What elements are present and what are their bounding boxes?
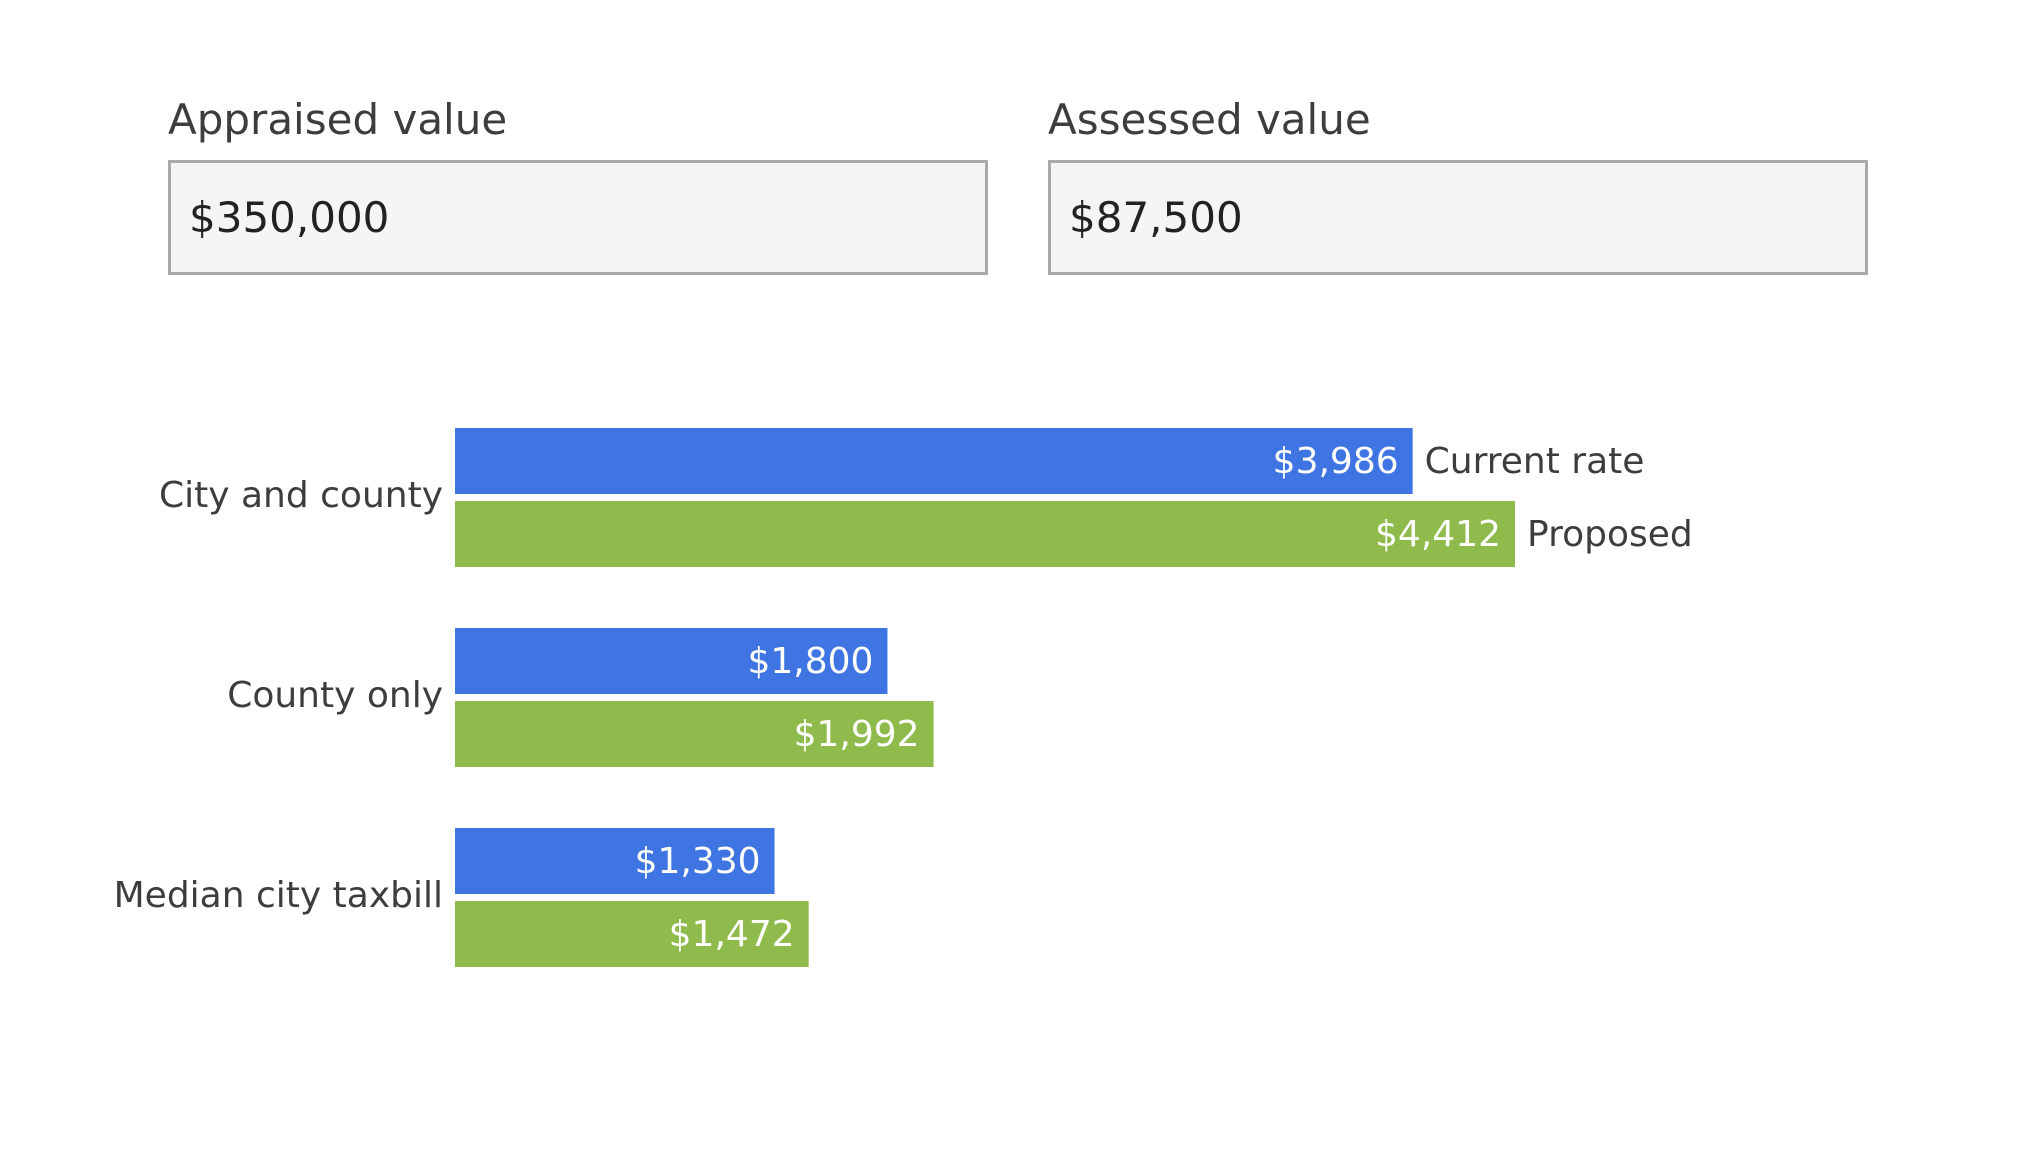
assessed-value-group: Assessed value [1048,88,1868,275]
bar-city-and-county-proposed [455,501,1515,567]
legend-proposed: Proposed [1527,514,1693,555]
bar-value-median-city-taxbill-0: $1,330 [635,841,761,882]
appraised-value-group: Appraised value [168,88,988,275]
bar-median-city-taxbill-proposed [455,901,809,967]
appraised-value-input[interactable] [168,160,988,275]
bar-county-only-proposed [455,701,934,767]
bar-value-median-city-taxbill-1: $1,472 [669,914,795,955]
bar-value-city-and-county-1: $4,412 [1375,514,1501,555]
category-label-median-city-taxbill: Median city taxbill [114,875,443,916]
assessed-value-input[interactable] [1048,160,1868,275]
bar-value-county-only-1: $1,992 [794,714,920,755]
legend-current-rate: Current rate [1425,441,1645,482]
category-label-city-and-county: City and county [159,475,443,516]
bar-value-county-only-0: $1,800 [747,641,873,682]
appraised-value-label: Appraised value [168,95,508,144]
bar-value-city-and-county-0: $3,986 [1273,441,1399,482]
assessed-value-label: Assessed value [1048,95,1371,144]
category-label-county-only: County only [227,675,443,716]
bar-city-and-county-current-rate [455,428,1413,494]
bar-county-only-current-rate [455,628,888,694]
bar-median-city-taxbill-current-rate [455,828,775,894]
